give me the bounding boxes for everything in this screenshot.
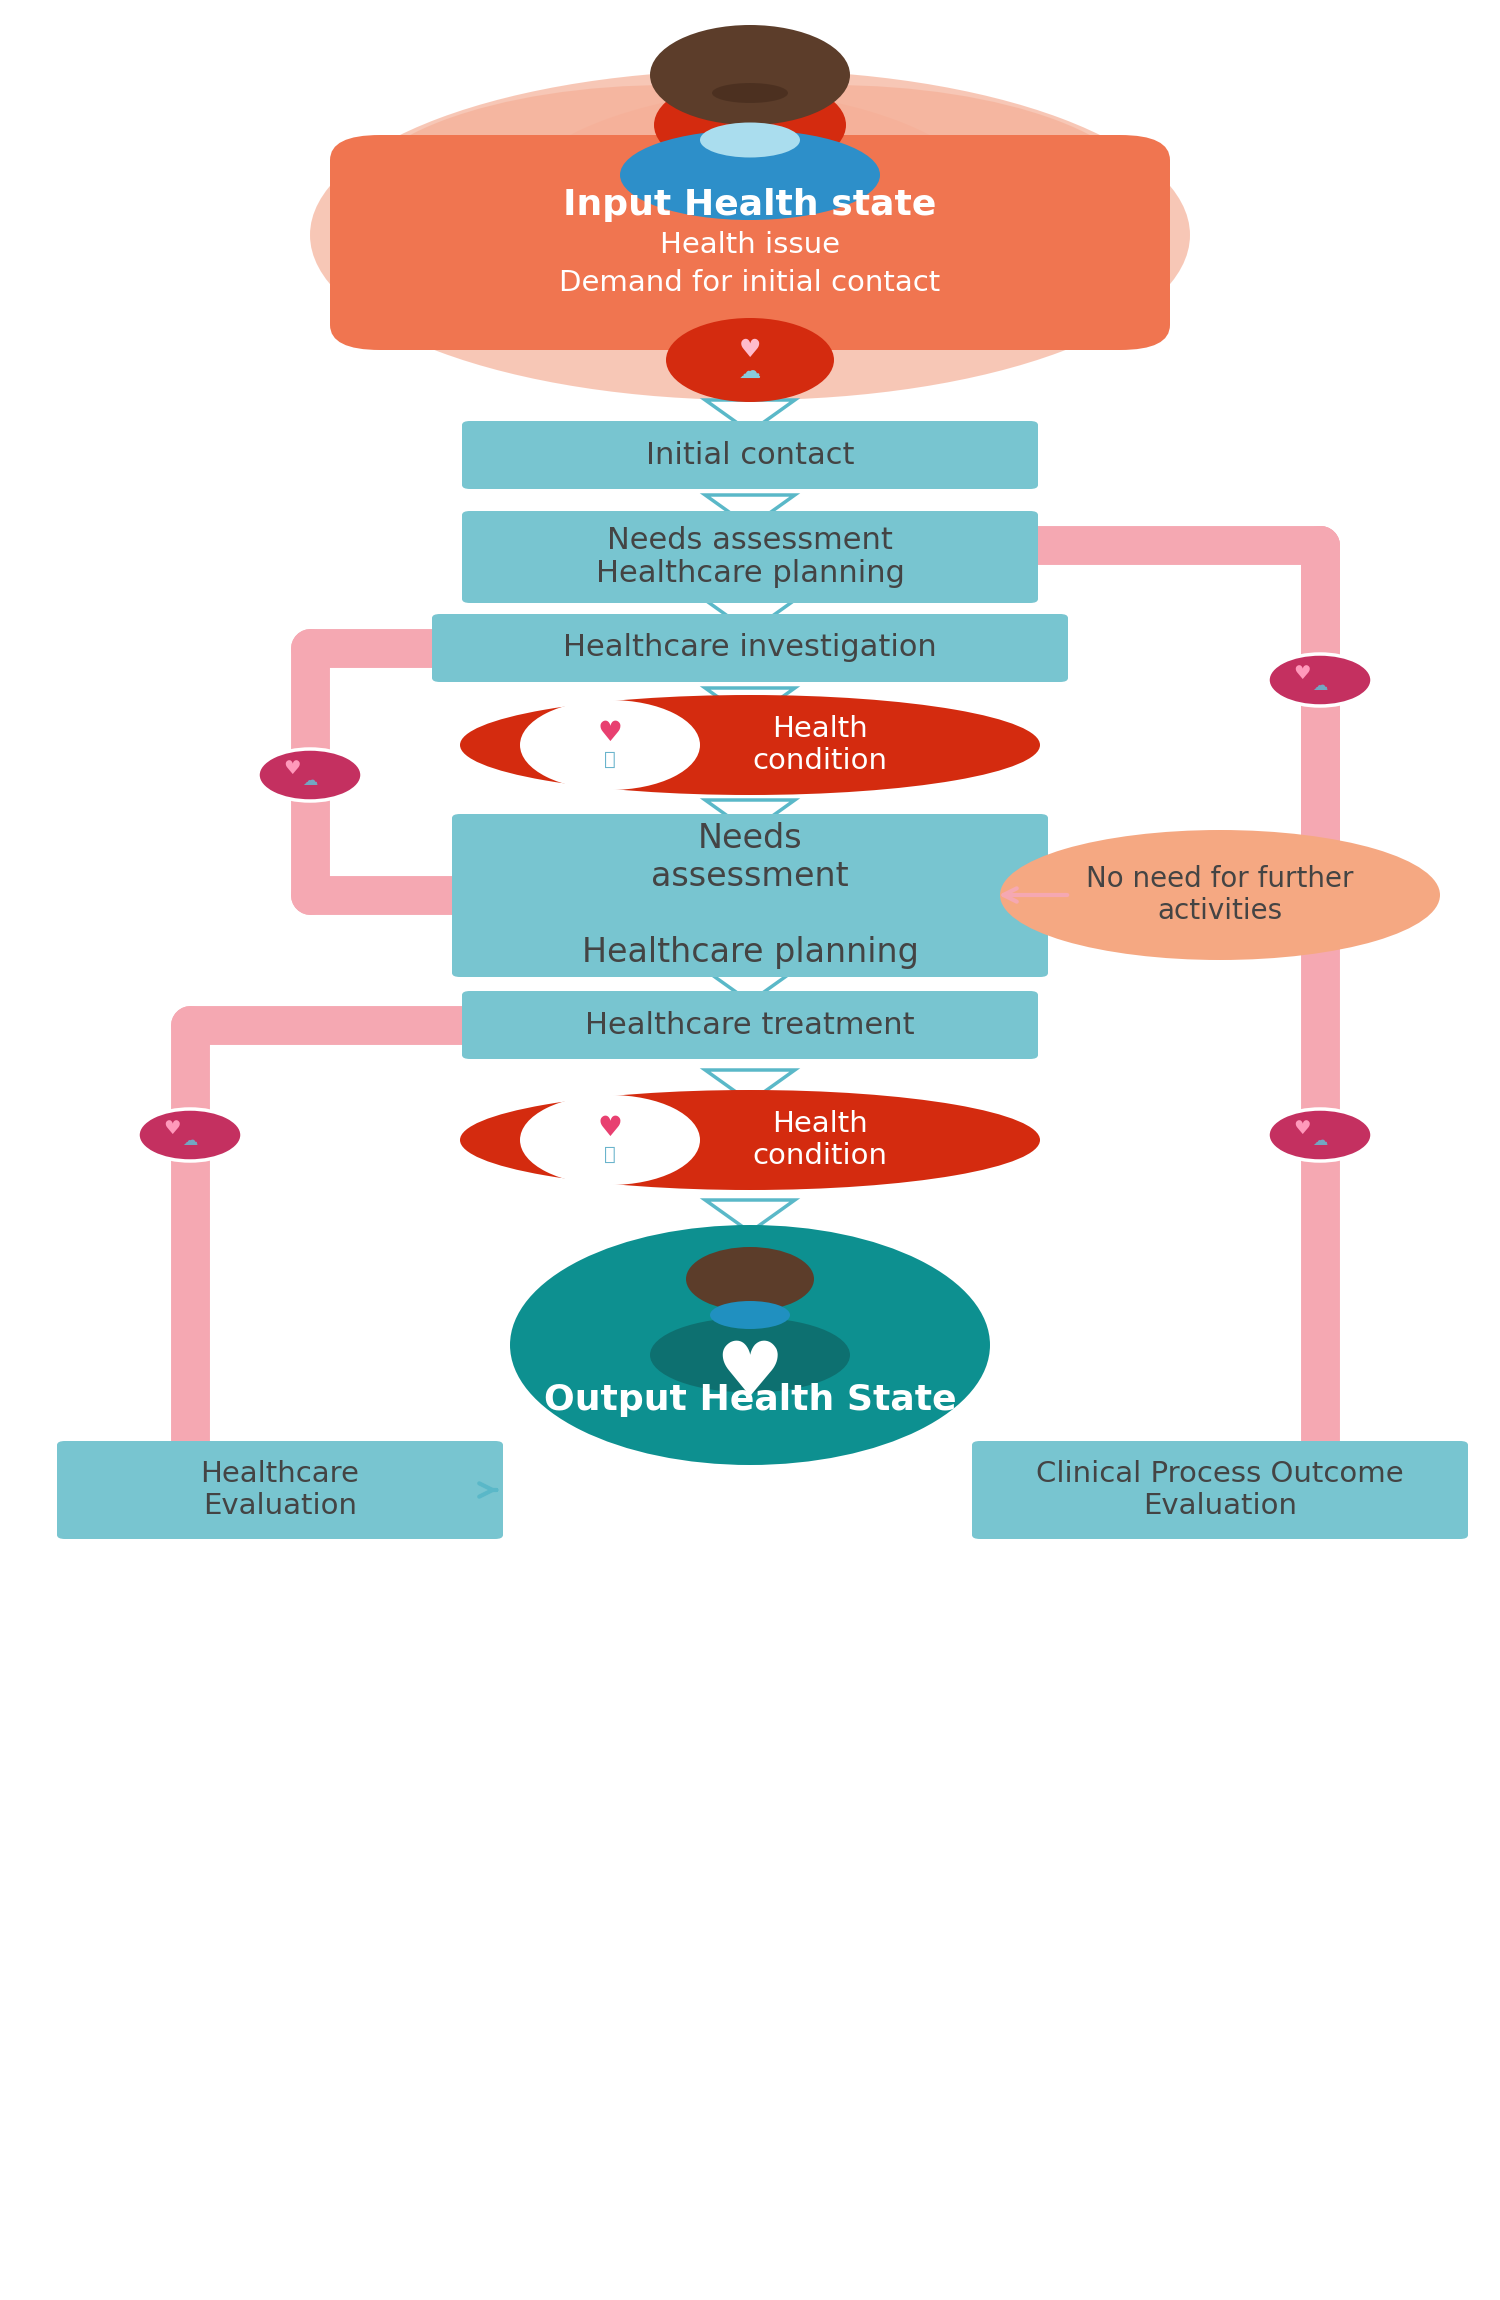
Text: ♥: ♥ [740, 338, 760, 361]
Text: Initial contact: Initial contact [645, 442, 855, 469]
Circle shape [520, 1095, 701, 1184]
Ellipse shape [1000, 830, 1440, 959]
Text: 🫶: 🫶 [604, 1145, 616, 1164]
FancyBboxPatch shape [462, 511, 1038, 603]
FancyBboxPatch shape [330, 136, 1170, 350]
Text: Health
condition: Health condition [753, 715, 888, 775]
Text: Needs assessment
Healthcare planning: Needs assessment Healthcare planning [596, 527, 904, 589]
Text: ♥: ♥ [284, 759, 300, 777]
Circle shape [1268, 1109, 1372, 1162]
Ellipse shape [460, 695, 1040, 796]
Text: Input Health state: Input Health state [564, 189, 936, 223]
Ellipse shape [620, 131, 880, 221]
Text: ♥: ♥ [597, 720, 622, 748]
Text: ☁: ☁ [303, 773, 318, 787]
FancyBboxPatch shape [462, 991, 1038, 1058]
Text: ☁: ☁ [740, 361, 760, 382]
Text: 🫶: 🫶 [604, 750, 616, 768]
FancyBboxPatch shape [972, 1442, 1468, 1539]
Circle shape [520, 699, 701, 789]
Ellipse shape [310, 69, 1190, 400]
Ellipse shape [350, 85, 990, 324]
Ellipse shape [650, 1318, 850, 1392]
Text: Healthcare investigation: Healthcare investigation [562, 632, 938, 662]
Text: ♥: ♥ [1293, 665, 1311, 683]
Text: Healthcare treatment: Healthcare treatment [585, 1010, 915, 1040]
Text: ☁: ☁ [1312, 678, 1328, 692]
Circle shape [666, 317, 834, 402]
Circle shape [258, 750, 362, 800]
Text: ♥: ♥ [164, 1120, 180, 1138]
Text: ☁: ☁ [1312, 1132, 1328, 1148]
Text: ♥: ♥ [1293, 1120, 1311, 1138]
Text: Demand for initial contact: Demand for initial contact [560, 269, 940, 297]
Text: Clinical Process Outcome
Evaluation: Clinical Process Outcome Evaluation [1036, 1460, 1404, 1520]
Text: ☁: ☁ [183, 1132, 198, 1148]
FancyBboxPatch shape [432, 614, 1068, 683]
Text: Health
condition: Health condition [753, 1111, 888, 1171]
Circle shape [654, 76, 846, 172]
Ellipse shape [510, 85, 1150, 324]
Text: ♥: ♥ [597, 1113, 622, 1143]
Circle shape [686, 1247, 814, 1311]
FancyBboxPatch shape [452, 814, 1048, 978]
Text: Needs
assessment

Healthcare planning: Needs assessment Healthcare planning [582, 821, 918, 968]
Text: ♥: ♥ [726, 97, 774, 150]
Text: Health issue: Health issue [660, 230, 840, 260]
FancyBboxPatch shape [462, 421, 1038, 490]
Circle shape [650, 25, 850, 124]
Ellipse shape [710, 1302, 791, 1329]
Text: ♥: ♥ [716, 1339, 784, 1412]
Ellipse shape [712, 83, 788, 104]
Text: Healthcare
Evaluation: Healthcare Evaluation [201, 1460, 360, 1520]
Ellipse shape [700, 122, 800, 156]
Text: Output Health State: Output Health State [543, 1382, 957, 1417]
Circle shape [1268, 653, 1372, 706]
FancyBboxPatch shape [57, 1442, 503, 1539]
Circle shape [510, 1226, 990, 1465]
Ellipse shape [460, 1090, 1040, 1189]
Circle shape [138, 1109, 242, 1162]
Text: No need for further
activities: No need for further activities [1086, 865, 1353, 925]
